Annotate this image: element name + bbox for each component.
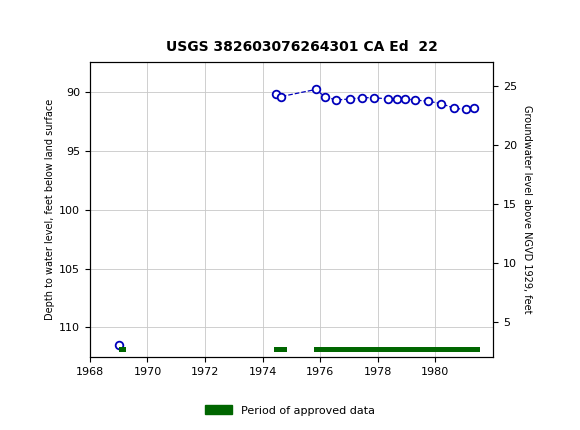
Y-axis label: Depth to water level, feet below land surface: Depth to water level, feet below land su… bbox=[45, 99, 55, 320]
Text: USGS 382603076264301 CA Ed  22: USGS 382603076264301 CA Ed 22 bbox=[166, 40, 437, 54]
Y-axis label: Groundwater level above NGVD 1929, feet: Groundwater level above NGVD 1929, feet bbox=[523, 105, 532, 314]
Text: USGS: USGS bbox=[58, 12, 113, 30]
Legend: Period of approved data: Period of approved data bbox=[200, 401, 380, 420]
